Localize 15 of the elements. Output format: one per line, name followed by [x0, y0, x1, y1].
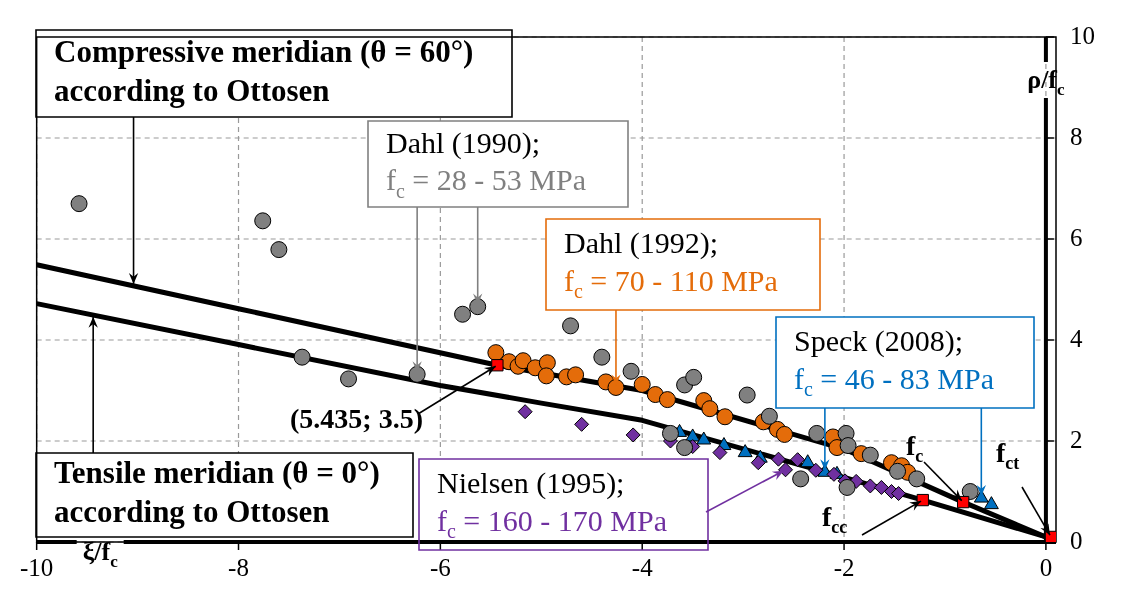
- y-tick-label: 10: [1070, 21, 1095, 49]
- annotation: Tensile meridian (θ = 0°) according to Ottosen: [54, 455, 380, 529]
- x-tick-label: -4: [631, 553, 654, 581]
- y-tick-label: 8: [1070, 122, 1083, 150]
- x-tick-label: -10: [20, 553, 54, 581]
- y-tick-label: 0: [1070, 526, 1083, 554]
- y-tick-label: 2: [1070, 425, 1083, 453]
- x-tick-label: 0: [1039, 553, 1053, 581]
- y-tick-label: 4: [1070, 324, 1083, 352]
- x-tick-label: -8: [228, 553, 249, 581]
- x-tick-label: -6: [429, 553, 451, 581]
- annotation: (5.435; 3.5): [290, 403, 423, 434]
- y-tick-label: 6: [1070, 223, 1083, 251]
- annotation: Compressive meridian (θ = 60°) according to Ottosen: [54, 33, 474, 108]
- x-tick-label: -2: [833, 553, 855, 581]
